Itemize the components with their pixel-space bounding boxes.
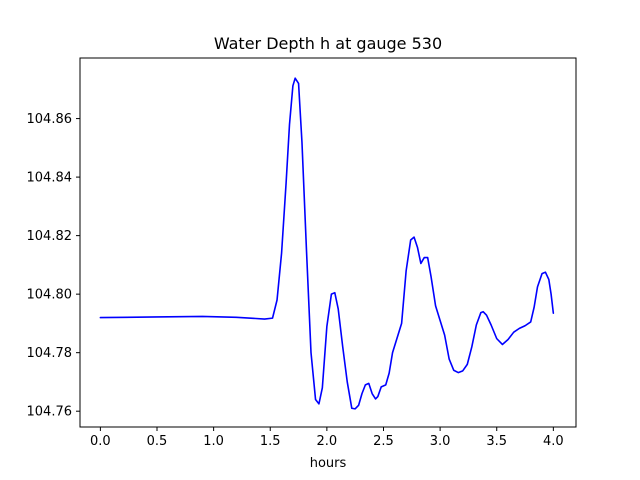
- series-line-0: [99, 77, 555, 410]
- x-tick-label: 0.0: [90, 434, 111, 449]
- axes-frame: [79, 57, 577, 428]
- y-tick-label: 104.78: [27, 346, 73, 361]
- x-axis: 0.0 0.5 1.0 1.5 2.0 2.5 3.0 3.5 4.0: [90, 427, 564, 449]
- x-tick-label: 2.5: [373, 434, 394, 449]
- y-tick-label: 104.84: [27, 171, 73, 186]
- x-tick-label: 1.5: [260, 434, 281, 449]
- y-axis: 104.76 104.78 104.80 104.82 104.84 104.86: [27, 112, 80, 420]
- x-tick-label: 2.0: [317, 434, 338, 449]
- y-tick-label: 104.76: [27, 405, 73, 420]
- x-axis-label: hours: [310, 456, 347, 471]
- x-tick-label: 3.5: [486, 434, 507, 449]
- x-tick-label: 3.0: [430, 434, 451, 449]
- x-tick-label: 4.0: [543, 434, 564, 449]
- x-tick-label: 0.5: [147, 434, 168, 449]
- x-tick-label: 1.0: [203, 434, 224, 449]
- chart-title: Water Depth h at gauge 530: [214, 34, 442, 53]
- plot-area: [79, 57, 577, 428]
- y-tick-label: 104.86: [27, 112, 73, 127]
- y-tick-label: 104.82: [27, 229, 73, 244]
- y-tick-label: 104.80: [27, 288, 73, 303]
